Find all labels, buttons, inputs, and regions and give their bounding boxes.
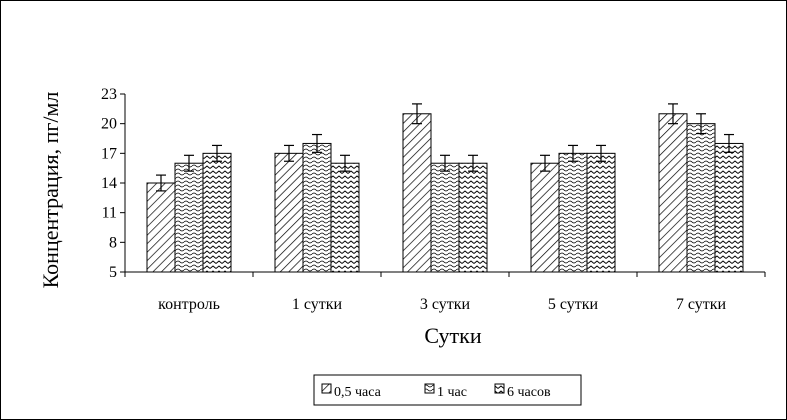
legend-label: 1 час: [437, 385, 467, 400]
y-axis-title: Концентрация, пг/мл: [38, 92, 63, 289]
bar: [714, 142, 744, 273]
y-tick-label: 20: [101, 116, 117, 133]
bar: [530, 162, 560, 273]
bar: [458, 162, 488, 273]
bar: [558, 152, 588, 273]
y-tick-label: 23: [101, 86, 117, 103]
y-tick-label: 5: [109, 264, 117, 281]
legend-box: [313, 374, 582, 406]
legend-swatch: [424, 383, 435, 394]
y-tick-label: 17: [101, 145, 117, 162]
bar: [430, 162, 460, 273]
bar: [274, 152, 304, 273]
bar: [658, 113, 688, 273]
bar: [686, 123, 716, 273]
bar: [330, 162, 360, 273]
legend-label: 6 часов: [507, 385, 551, 400]
y-tick-label: 14: [101, 175, 117, 192]
x-tick-label: 3 сутки: [420, 296, 471, 313]
bar: [402, 113, 432, 273]
x-tick-label: 1 сутки: [292, 296, 343, 313]
x-tick-label: контроль: [158, 296, 220, 313]
legend-swatch: [321, 383, 332, 394]
x-axis-title: Сутки: [424, 323, 481, 348]
bar: [202, 152, 232, 273]
bar: [302, 142, 332, 273]
y-tick-label: 8: [109, 234, 117, 251]
plot-area: 5 8 11 14 17 20 23 контроль 1 сутки 3 сутки 5 сутк…: [101, 86, 766, 313]
y-tick-label: 11: [102, 205, 117, 222]
bar: [174, 162, 204, 273]
x-tick-label: 5 сутки: [548, 296, 599, 313]
bar: [146, 182, 176, 273]
legend: 0,5 часа 1 час 6 часов: [313, 374, 582, 406]
legend-swatch: [494, 383, 505, 394]
legend-label: 0,5 часа: [334, 385, 382, 400]
x-tick-label: 7 сутки: [676, 296, 727, 313]
bar: [586, 152, 616, 273]
